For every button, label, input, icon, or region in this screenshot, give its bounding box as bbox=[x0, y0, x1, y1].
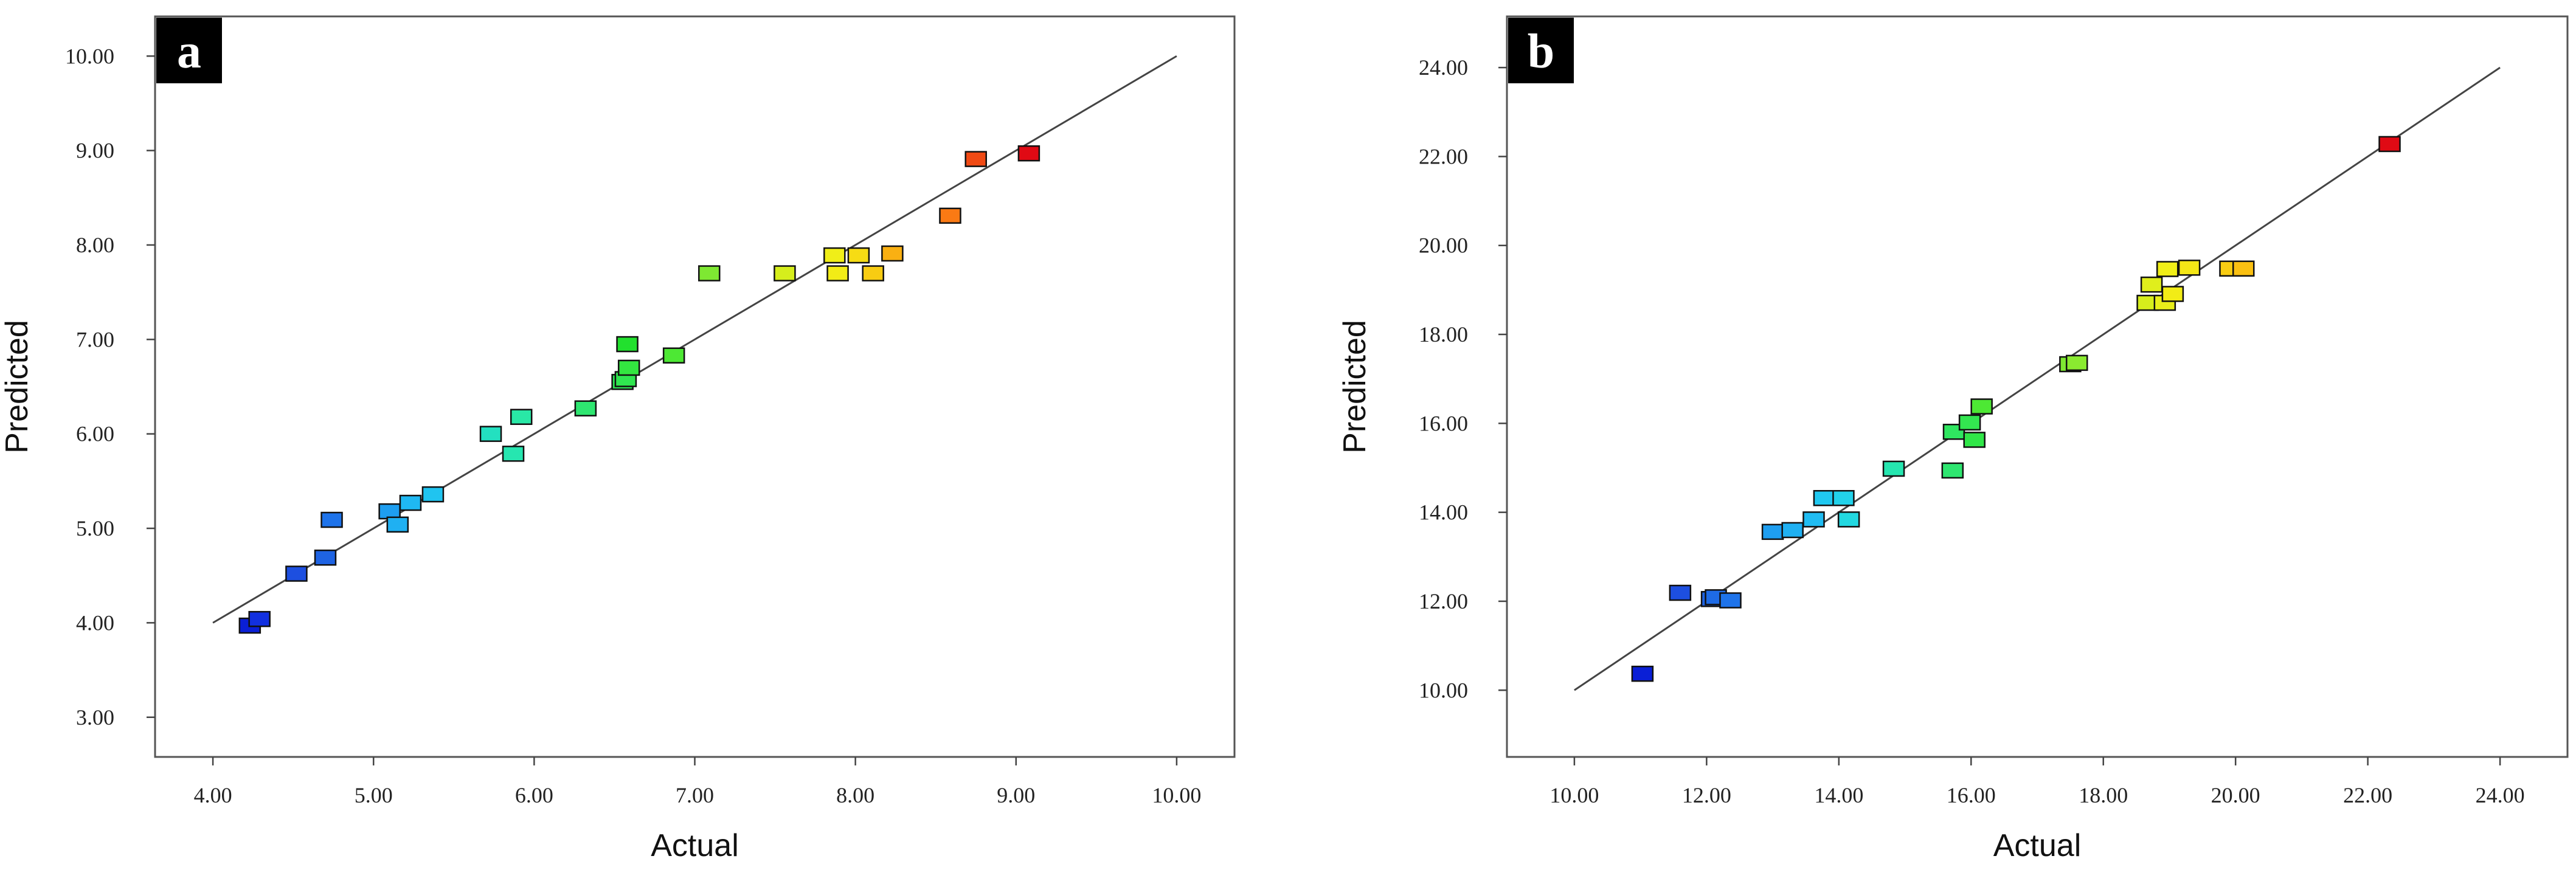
data-point bbox=[378, 503, 401, 520]
panel-a: 4.00 5.00 6.00 7.00 8.00 9.00 10.00 3.00 4.00 5.0… bbox=[0, 15, 1236, 863]
y-tick-label: 10.00 bbox=[1419, 678, 1468, 702]
x-axis-label: Actual bbox=[1993, 828, 2082, 863]
x-tick-label: 24.00 bbox=[2476, 783, 2525, 807]
data-point bbox=[2378, 136, 2401, 153]
data-point bbox=[1941, 462, 1964, 479]
data-point bbox=[881, 245, 904, 262]
x-tick-label: 12.00 bbox=[1682, 783, 1731, 807]
x-tick-label: 10.00 bbox=[1152, 783, 1201, 807]
reference-line bbox=[1574, 66, 2501, 691]
data-point bbox=[285, 565, 308, 582]
y-tick-label: 24.00 bbox=[1419, 55, 1468, 80]
x-tick-label: 10.00 bbox=[1549, 783, 1599, 807]
data-point bbox=[1963, 432, 1986, 448]
y-tick-label: 12.00 bbox=[1419, 589, 1468, 613]
x-tick-label: 4.00 bbox=[194, 783, 232, 807]
data-point bbox=[1970, 398, 1993, 415]
panel-label: a bbox=[177, 25, 201, 78]
y-tick-label: 14.00 bbox=[1419, 500, 1468, 525]
data-point bbox=[847, 247, 870, 264]
data-point bbox=[964, 151, 987, 167]
data-point bbox=[479, 426, 502, 442]
y-tick-label: 3.00 bbox=[76, 705, 114, 730]
data-point bbox=[574, 400, 597, 416]
y-tick-label: 4.00 bbox=[76, 610, 114, 635]
data-point bbox=[662, 347, 685, 364]
y-tick-label: 6.00 bbox=[76, 422, 114, 446]
y-axis-label: Predicted bbox=[0, 320, 35, 454]
data-point bbox=[698, 265, 721, 281]
y-tick-label: 20.00 bbox=[1419, 233, 1468, 258]
data-point bbox=[320, 511, 343, 528]
data-point bbox=[2232, 260, 2255, 277]
data-point bbox=[1719, 592, 1742, 609]
x-axis-label: Actual bbox=[651, 828, 739, 863]
y-tick-label: 22.00 bbox=[1419, 144, 1468, 168]
x-tick-label: 16.00 bbox=[1947, 783, 1996, 807]
plot-frame bbox=[1506, 15, 2569, 758]
reference-line bbox=[212, 55, 1177, 624]
data-point bbox=[616, 336, 639, 353]
x-tick-label: 14.00 bbox=[1814, 783, 1863, 807]
x-tick-label: 22.00 bbox=[2343, 783, 2392, 807]
data-point bbox=[1761, 523, 1784, 540]
y-tick-label: 18.00 bbox=[1419, 322, 1468, 347]
data-point bbox=[1669, 584, 1692, 601]
panel-b: 10.00 12.00 14.00 16.00 18.00 20.00 22.00 24.00… bbox=[1337, 15, 2569, 863]
data-point bbox=[1631, 665, 1654, 682]
y-tick-label: 16.00 bbox=[1419, 411, 1468, 435]
y-tick-label: 8.00 bbox=[76, 233, 114, 257]
data-point bbox=[2065, 354, 2088, 371]
data-point bbox=[502, 446, 525, 462]
data-point bbox=[421, 486, 445, 503]
data-point bbox=[1813, 489, 1836, 506]
x-tick-label: 9.00 bbox=[997, 783, 1035, 807]
data-point bbox=[2178, 260, 2201, 276]
x-tick-label: 6.00 bbox=[515, 783, 553, 807]
data-point bbox=[386, 516, 409, 533]
panel-label: b bbox=[1528, 25, 1555, 78]
data-point bbox=[1958, 414, 1981, 431]
data-point bbox=[1882, 460, 1905, 477]
data-point bbox=[248, 610, 271, 627]
y-tick-label: 5.00 bbox=[76, 516, 114, 540]
x-tick-label: 8.00 bbox=[836, 783, 874, 807]
data-point bbox=[1802, 511, 1825, 528]
plot-frame bbox=[154, 15, 1236, 758]
data-point bbox=[1781, 522, 1804, 539]
data-point bbox=[2161, 286, 2184, 302]
data-point bbox=[2156, 261, 2179, 277]
data-point bbox=[1832, 489, 1855, 506]
panel-label-badge bbox=[156, 18, 222, 83]
y-tick-label: 7.00 bbox=[76, 327, 114, 351]
x-tick-label: 18.00 bbox=[2079, 783, 2128, 807]
x-tick-label: 7.00 bbox=[676, 783, 714, 807]
data-point bbox=[314, 549, 337, 566]
y-tick-label: 10.00 bbox=[65, 44, 114, 68]
data-point bbox=[617, 359, 640, 376]
data-point bbox=[862, 265, 884, 281]
panel-label-badge bbox=[1508, 18, 1574, 83]
data-point bbox=[774, 265, 796, 281]
data-point bbox=[1017, 145, 1040, 162]
data-point bbox=[510, 409, 533, 425]
x-tick-label: 20.00 bbox=[2211, 783, 2260, 807]
data-point bbox=[826, 265, 849, 281]
data-point bbox=[1837, 511, 1860, 528]
data-point bbox=[823, 247, 846, 264]
y-tick-label: 9.00 bbox=[76, 139, 114, 163]
x-tick-label: 5.00 bbox=[355, 783, 393, 807]
data-point bbox=[2140, 276, 2163, 293]
data-point bbox=[939, 207, 961, 224]
y-axis-label: Predicted bbox=[1337, 320, 1373, 454]
data-point bbox=[399, 494, 422, 511]
